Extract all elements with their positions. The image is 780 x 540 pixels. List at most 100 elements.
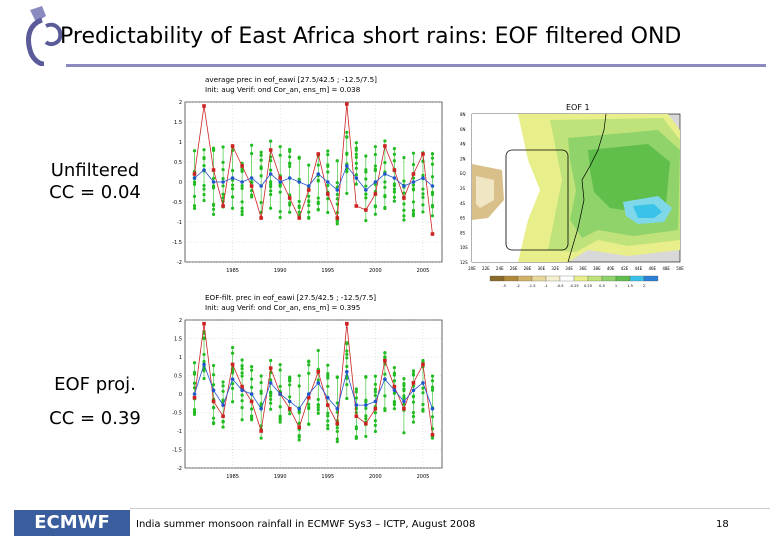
ens-mean-point <box>259 184 263 188</box>
ensemble-member-point <box>392 407 397 411</box>
obs-point <box>230 362 235 367</box>
map-lat-tick-label: EQ <box>460 171 466 176</box>
ens-mean-point <box>345 164 349 168</box>
map-lat-tick-label: 6S <box>460 216 466 221</box>
ecmwf-footer-logo: ECMWF <box>14 510 130 536</box>
contour-brown-west-inner <box>476 176 494 208</box>
ens-mean-point <box>325 395 330 400</box>
obs-point <box>249 184 254 188</box>
ens-mean-point <box>287 399 292 404</box>
obs-point <box>306 188 311 192</box>
ensemble-member-point <box>250 365 254 369</box>
colorbar-swatch <box>573 275 589 282</box>
ens-mean-point <box>221 403 225 407</box>
x-tick-label: 1985 <box>226 474 239 480</box>
contour-cyan <box>633 204 662 218</box>
eof-proj-label: EOF proj. CC = 0.39 <box>40 374 150 430</box>
chart-title: average prec in eof_eawi [27.5/42.5 ; -1… <box>205 75 377 84</box>
ens-mean-point <box>325 180 330 184</box>
y-tick-label: 1 <box>179 140 182 146</box>
obs-point <box>345 102 349 106</box>
map-lon-tick-label: 40E <box>607 266 615 271</box>
ens-mean-point <box>402 399 406 404</box>
obs-point <box>316 370 321 374</box>
colorbar-label: -3 <box>502 284 506 288</box>
obs-point <box>240 384 244 389</box>
ens-mean-point <box>345 370 349 374</box>
colorbar-swatch <box>503 275 519 282</box>
obs-point <box>430 232 435 236</box>
obs-point <box>402 407 406 411</box>
map-lon-tick-label: 22E <box>482 266 490 271</box>
y-tick-label: 1 <box>179 355 182 361</box>
ens-mean-point <box>364 403 368 407</box>
y-tick-label: 0 <box>179 180 182 186</box>
ens-mean-point <box>249 176 254 180</box>
obs-point <box>325 403 330 407</box>
map-lat-tick-label: 2S <box>460 186 466 191</box>
ensemble-member-point <box>383 351 387 355</box>
eof1-map-svg: EOF 1 8N 6N 4N 2N EQ 2S 4S 6S 8S 10S 12S 20E 22E 24E… <box>460 103 684 288</box>
y-tick-label: -1 <box>177 220 182 226</box>
y-tick-label: -2 <box>177 260 182 266</box>
ensemble-member-point <box>335 375 339 379</box>
ens-mean-point <box>392 176 397 180</box>
map-lat-tick-label: 8N <box>460 112 466 117</box>
y-tick-label: 2 <box>179 100 182 106</box>
obs-point <box>230 144 235 148</box>
unfiltered-timeseries-chart: average prec in eof_eawi [27.5/42.5 ; -1… <box>165 72 450 284</box>
x-tick-label: 1990 <box>274 474 287 480</box>
ens-mean-point <box>411 388 416 393</box>
ens-mean-point <box>211 388 216 393</box>
ensemble-member-point <box>354 387 358 391</box>
ensemble-member-point <box>269 358 273 363</box>
obs-point <box>221 204 225 208</box>
footer-divider <box>130 508 770 509</box>
colorbar-label: -0.25 <box>569 284 578 288</box>
colorbar-label: 2 <box>643 284 645 288</box>
obs-point <box>411 381 416 385</box>
map-lon-tick-label: 20E <box>468 266 476 271</box>
obs-point <box>373 407 378 411</box>
obs-point <box>297 216 302 220</box>
ensemble-member-point <box>307 359 311 363</box>
ens-mean-point <box>202 362 206 367</box>
ens-mean-point <box>335 188 340 192</box>
obs-point <box>364 421 368 426</box>
map-lon-tick-label: 38E <box>593 266 601 271</box>
ens-mean-series-line <box>194 363 433 410</box>
colorbar-swatch <box>587 275 603 282</box>
x-tick-label: 2000 <box>369 268 382 274</box>
ensemble-member-point <box>345 396 349 401</box>
ensemble-member-point <box>392 365 397 370</box>
ensemble-member-point <box>392 199 397 203</box>
obs-point <box>211 168 216 172</box>
ens-mean-point <box>383 377 387 381</box>
map-lon-tick-label: 50E <box>676 266 684 271</box>
y-tick-label: -1.5 <box>172 448 182 454</box>
y-tick-label: 0.5 <box>174 160 182 166</box>
map-lon-ticks: 20E 22E 24E 26E 28E 30E 32E 34E 36E 38E 40E 42E 44E 4… <box>468 266 684 271</box>
contour-darkgreen <box>588 144 670 212</box>
eof-proj-label-line1: EOF proj. <box>54 374 136 395</box>
colorbar-label: 1 <box>615 284 617 288</box>
map-lon-tick-label: 34E <box>565 266 573 271</box>
obs-point <box>345 321 349 326</box>
ens-mean-point <box>354 176 359 180</box>
ens-mean-point <box>373 399 378 404</box>
obs-point <box>211 399 216 404</box>
obs-series-line <box>194 103 433 235</box>
obs-point <box>392 384 397 389</box>
colorbar-label: -1.5 <box>528 284 535 288</box>
chart-subtitle: Init: aug Verif: ond Cor_an, ens_m] = 0.… <box>205 303 360 312</box>
ensemble-member-point <box>411 369 416 373</box>
map-lat-tick-label: 12S <box>460 260 468 265</box>
colorbar-swatch <box>643 275 659 282</box>
obs-point <box>306 395 311 400</box>
map-lat-tick-label: 4S <box>460 201 466 206</box>
map-lon-tick-label: 46E <box>648 266 656 271</box>
ens-mean-point <box>297 180 302 184</box>
colorbar-label: 1.5 <box>627 284 633 288</box>
ens-mean-point <box>192 392 197 396</box>
ens-mean-point <box>259 407 263 411</box>
